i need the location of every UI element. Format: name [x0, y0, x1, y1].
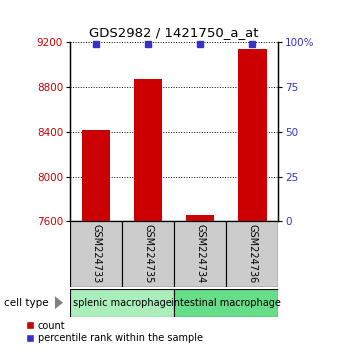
Legend: count, percentile rank within the sample: count, percentile rank within the sample — [22, 317, 207, 347]
Bar — [186, 215, 215, 221]
FancyBboxPatch shape — [174, 221, 226, 287]
Bar — [134, 79, 162, 221]
Text: cell type: cell type — [4, 298, 48, 308]
Bar — [238, 49, 267, 221]
Bar — [82, 130, 110, 221]
Text: splenic macrophage: splenic macrophage — [73, 298, 172, 308]
Text: GSM224735: GSM224735 — [143, 224, 153, 284]
Text: GSM224736: GSM224736 — [247, 224, 257, 284]
FancyBboxPatch shape — [70, 289, 174, 317]
Polygon shape — [55, 296, 63, 309]
Title: GDS2982 / 1421750_a_at: GDS2982 / 1421750_a_at — [89, 25, 259, 39]
Text: GSM224733: GSM224733 — [91, 224, 101, 284]
FancyBboxPatch shape — [226, 221, 278, 287]
Text: intestinal macrophage: intestinal macrophage — [171, 298, 281, 308]
FancyBboxPatch shape — [174, 289, 278, 317]
FancyBboxPatch shape — [122, 221, 174, 287]
Text: GSM224734: GSM224734 — [195, 224, 205, 284]
FancyBboxPatch shape — [70, 221, 122, 287]
